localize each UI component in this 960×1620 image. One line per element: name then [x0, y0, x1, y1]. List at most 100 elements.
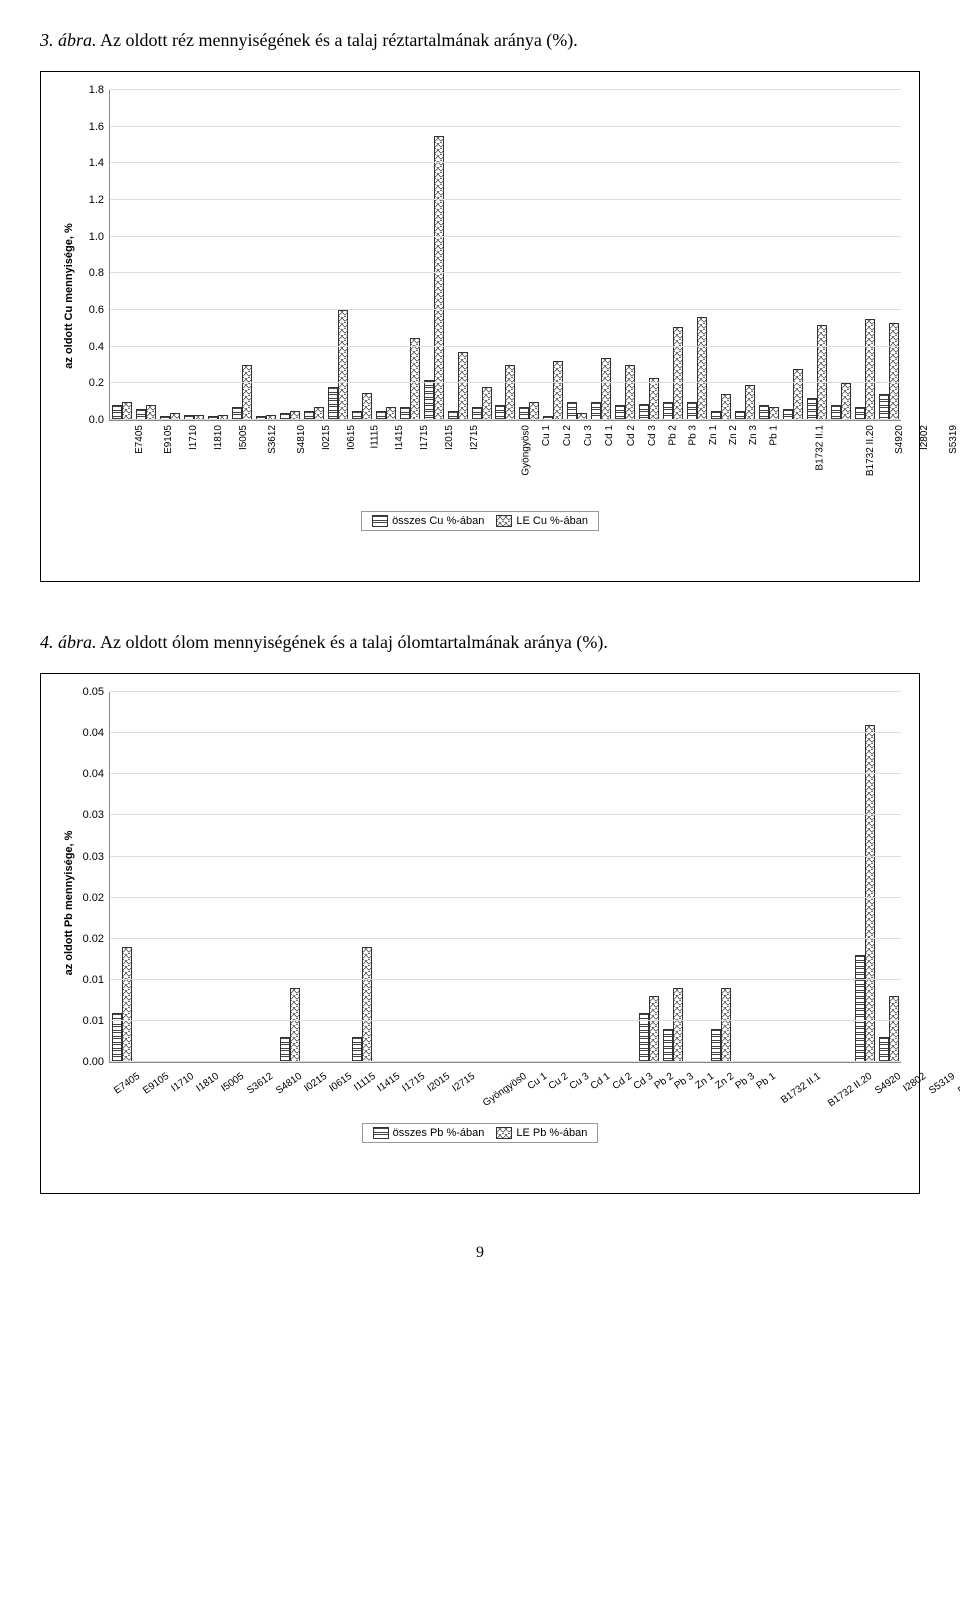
- bar-series2: [122, 402, 132, 420]
- bar-series1: [495, 405, 505, 420]
- bar-series2: [649, 378, 659, 420]
- ytick-label: 0.04: [83, 727, 110, 739]
- figure3-legend-item2: LE Cu %-ában: [496, 515, 588, 527]
- bar-group: [110, 692, 134, 1062]
- bar-series1: [735, 411, 745, 420]
- bar-group: [398, 90, 422, 420]
- bar-series1: [136, 409, 146, 420]
- bar-group: [182, 90, 206, 420]
- x-label: I2802: [899, 1063, 924, 1113]
- bar-group: [877, 692, 901, 1062]
- figure4-caption-num: 4. ábra.: [40, 632, 97, 652]
- bar-series2: [362, 947, 372, 1062]
- bar-group: [541, 90, 565, 420]
- bar-group: [254, 692, 278, 1062]
- figure3-caption-num: 3. ábra.: [40, 30, 97, 50]
- bar-series1: [448, 411, 458, 420]
- x-label: B1732 II.20: [819, 1063, 870, 1113]
- x-label: Cd 1: [587, 1063, 608, 1113]
- bar-group: [230, 692, 254, 1062]
- bar-series2: [649, 996, 659, 1062]
- bar-series2: [146, 405, 156, 420]
- x-label: B1732 II.20: [818, 421, 869, 501]
- bar-group: [613, 692, 637, 1062]
- bar-series1: [639, 1013, 649, 1062]
- bar-group: [613, 90, 637, 420]
- bar-series2: [338, 310, 348, 420]
- bar-series2: [458, 352, 468, 420]
- x-label: Pb 1: [753, 1063, 774, 1113]
- bar-series2: [673, 327, 683, 421]
- bar-group: [302, 90, 326, 420]
- bar-group: [398, 692, 422, 1062]
- bar-series2: [865, 725, 875, 1062]
- bar-group: [805, 90, 829, 420]
- bar-series1: [400, 407, 410, 420]
- bar-series2: [625, 365, 635, 420]
- x-label: E7405: [109, 421, 138, 501]
- x-label: I1810: [192, 1063, 217, 1113]
- figure4-legend-item2: LE Pb %-ában: [496, 1127, 587, 1139]
- bar-group: [733, 692, 757, 1062]
- ytick-label: 0.01: [83, 1015, 110, 1027]
- bar-series2: [434, 136, 444, 420]
- bar-series1: [663, 402, 673, 420]
- figure3-plot: 0.00.20.40.60.81.01.21.41.61.8: [109, 90, 901, 421]
- ytick-label: 0.03: [83, 809, 110, 821]
- ytick-label: 0.04: [83, 768, 110, 780]
- bar-group: [254, 90, 278, 420]
- bar-group: [805, 692, 829, 1062]
- x-label: I2015: [423, 1063, 448, 1113]
- bar-group: [781, 692, 805, 1062]
- bar-series2: [505, 365, 515, 420]
- x-label: E5107: [953, 1063, 960, 1113]
- bar-group: [685, 90, 709, 420]
- x-label: I5005: [217, 1063, 242, 1113]
- figure3-xlabels: E7405E9105I1710I1810I5005S3612S4810I0215…: [109, 421, 901, 501]
- ytick-label: 1.4: [89, 157, 110, 169]
- x-label: I1715: [398, 1063, 423, 1113]
- bar-series1: [328, 387, 338, 420]
- bar-series1: [639, 404, 649, 421]
- bar-group: [278, 692, 302, 1062]
- bar-group: [182, 692, 206, 1062]
- bar-group: [877, 90, 901, 420]
- bar-series1: [424, 380, 434, 420]
- bar-series1: [112, 1013, 122, 1062]
- ytick-label: 0.6: [89, 304, 110, 316]
- bar-group: [470, 692, 494, 1062]
- x-label: I1115: [350, 1063, 374, 1113]
- bar-series1: [256, 416, 266, 420]
- figure3-caption-text: Az oldott réz mennyiségének és a talaj r…: [97, 30, 578, 50]
- bar-group: [565, 90, 589, 420]
- bar-series2: [482, 387, 492, 420]
- x-label: I0615: [325, 1063, 350, 1113]
- bar-series2: [577, 413, 587, 420]
- bar-group: [637, 692, 661, 1062]
- ytick-label: 1.2: [89, 194, 110, 206]
- bar-group: [350, 692, 374, 1062]
- x-label: B1732 II.1: [773, 1063, 819, 1113]
- bar-group: [326, 90, 350, 420]
- figure4-caption: 4. ábra. Az oldott ólom mennyiségének és…: [40, 632, 920, 653]
- x-label: Zn 2: [712, 1063, 732, 1113]
- bar-group: [374, 692, 398, 1062]
- bar-series1: [376, 411, 386, 420]
- bar-group: [134, 90, 158, 420]
- figure4-caption-text: Az oldott ólom mennyiségének és a talaj …: [97, 632, 608, 652]
- ytick-label: 0.0: [89, 414, 110, 426]
- bar-group: [517, 692, 541, 1062]
- bar-series2: [218, 415, 228, 421]
- x-label: Cd 3: [630, 1063, 651, 1113]
- bar-series1: [615, 405, 625, 420]
- bar-series2: [290, 411, 300, 420]
- bar-series2: [673, 988, 683, 1062]
- figure4-legend-item1: összes Pb %-ában: [373, 1127, 485, 1139]
- x-label: S5319: [924, 1063, 953, 1113]
- bar-group: [446, 90, 470, 420]
- x-label: E7405: [109, 1063, 138, 1113]
- bar-group: [637, 90, 661, 420]
- figure3-chart: az oldott Cu mennyisége, % 0.00.20.40.60…: [40, 71, 920, 582]
- ytick-label: 0.02: [83, 933, 110, 945]
- figure4-ylabel: az oldott Pb mennyisége, %: [63, 830, 75, 975]
